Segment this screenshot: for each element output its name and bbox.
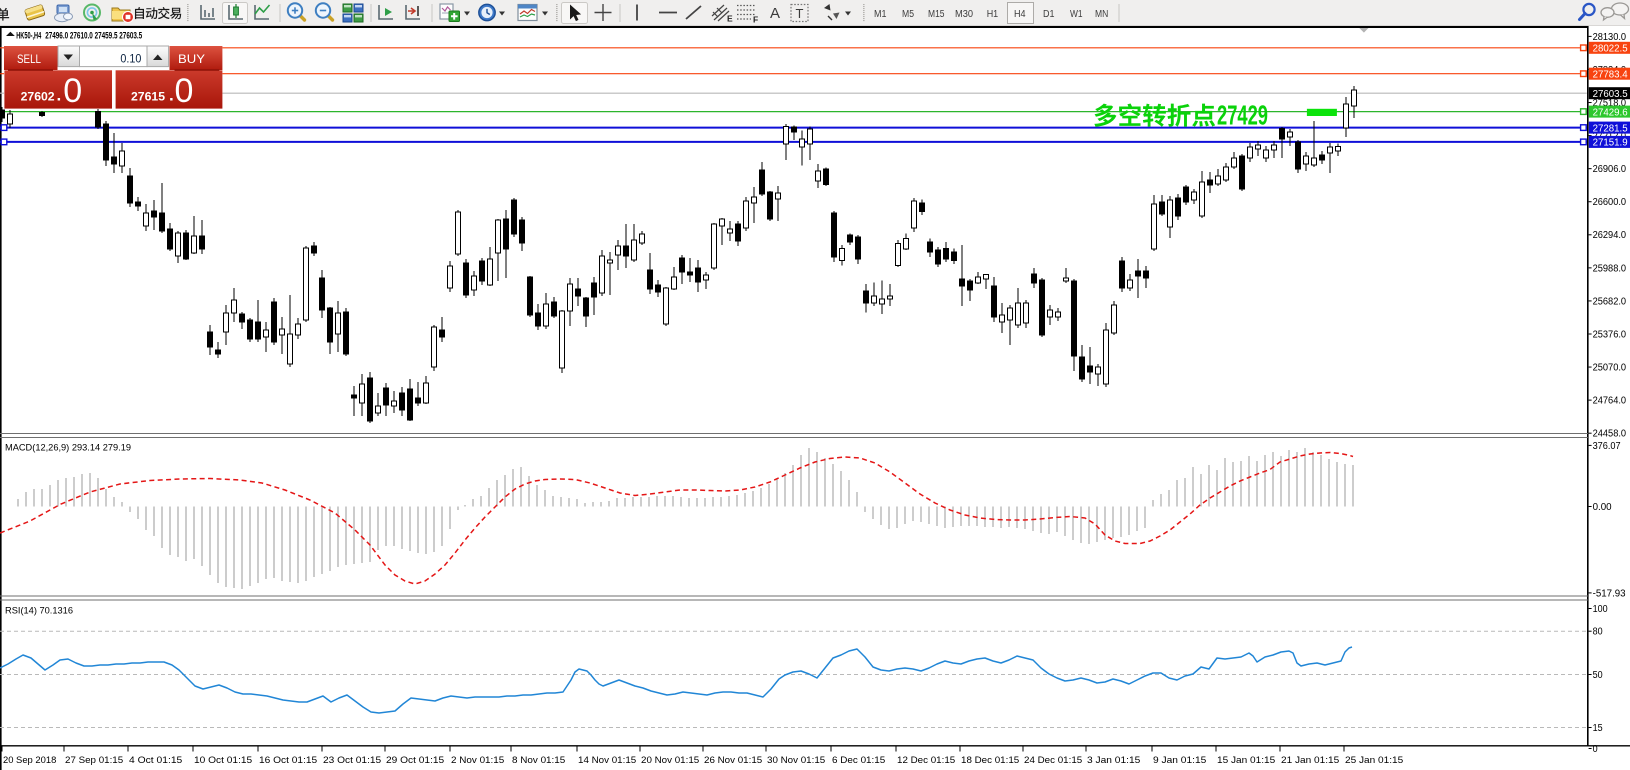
svg-text:25 Jan 01:15: 25 Jan 01:15 [1345, 755, 1403, 766]
svg-text:M15: M15 [928, 9, 945, 20]
svg-text:26600.0: 26600.0 [1593, 197, 1627, 208]
svg-text:26294.0: 26294.0 [1593, 230, 1627, 241]
svg-text:25682.0: 25682.0 [1593, 296, 1627, 307]
svg-text:F: F [753, 15, 758, 25]
svg-text:14 Nov 01:15: 14 Nov 01:15 [578, 755, 636, 766]
svg-text:M1: M1 [874, 9, 887, 20]
svg-text:80: 80 [1593, 627, 1603, 638]
svg-text:H4: H4 [1014, 9, 1026, 20]
svg-text:0: 0 [1593, 744, 1598, 755]
svg-text:30 Nov 01:15: 30 Nov 01:15 [767, 755, 825, 766]
svg-text:20 Sep 2018: 20 Sep 2018 [3, 755, 56, 766]
svg-text:RSI(14) 70.1316: RSI(14) 70.1316 [5, 606, 73, 616]
svg-text:28022.5: 28022.5 [1593, 44, 1628, 55]
svg-text:18 Dec 01:15: 18 Dec 01:15 [961, 755, 1019, 766]
svg-text:16 Oct 01:15: 16 Oct 01:15 [259, 755, 317, 766]
svg-text:376.07: 376.07 [1593, 441, 1621, 452]
svg-text:23 Oct 01:15: 23 Oct 01:15 [323, 755, 381, 766]
svg-text:MACD(12,26,9) 293.14 279.19: MACD(12,26,9) 293.14 279.19 [5, 443, 131, 453]
svg-text:6 Dec 01:15: 6 Dec 01:15 [832, 755, 885, 766]
svg-text:27615: 27615 [131, 90, 165, 104]
svg-text:15 Jan 01:15: 15 Jan 01:15 [1217, 755, 1275, 766]
svg-text:25988.0: 25988.0 [1593, 263, 1627, 274]
svg-text:BUY: BUY [178, 52, 205, 66]
svg-text:9 Jan 01:15: 9 Jan 01:15 [1153, 755, 1206, 766]
svg-text:27603.5: 27603.5 [1593, 89, 1628, 100]
svg-text:W1: W1 [1070, 9, 1083, 20]
svg-text:21 Jan 01:15: 21 Jan 01:15 [1281, 755, 1339, 766]
svg-text:HK50-,H4: HK50-,H4 [16, 30, 41, 40]
svg-text:A: A [770, 5, 780, 22]
svg-text:27518.0: 27518.0 [1593, 98, 1627, 109]
svg-text:27429: 27429 [1217, 100, 1268, 131]
svg-text:4 Oct 01:15: 4 Oct 01:15 [129, 755, 182, 766]
svg-text:15: 15 [1593, 723, 1603, 734]
svg-text:0.10: 0.10 [120, 52, 141, 66]
svg-text:27 Sep 01:15: 27 Sep 01:15 [65, 755, 123, 766]
svg-text:.: . [57, 86, 62, 105]
svg-text:24 Dec 01:15: 24 Dec 01:15 [1024, 755, 1082, 766]
svg-text:M30: M30 [955, 9, 973, 20]
svg-text:.: . [169, 86, 174, 105]
svg-text:25070.0: 25070.0 [1593, 362, 1627, 373]
svg-text:2 Nov 01:15: 2 Nov 01:15 [451, 755, 504, 766]
svg-text:27151.9: 27151.9 [1593, 138, 1628, 149]
svg-text:29 Oct 01:15: 29 Oct 01:15 [386, 755, 444, 766]
svg-text:100: 100 [1593, 604, 1608, 615]
svg-text:-517.93: -517.93 [1593, 588, 1626, 599]
svg-text:0: 0 [63, 72, 82, 110]
svg-text:10 Oct 01:15: 10 Oct 01:15 [194, 755, 252, 766]
svg-text:28130.0: 28130.0 [1593, 32, 1627, 43]
svg-text:E: E [727, 14, 733, 24]
svg-text:50: 50 [1593, 670, 1603, 681]
svg-text:26906.0: 26906.0 [1593, 164, 1627, 175]
svg-text:27281.5: 27281.5 [1593, 123, 1628, 134]
svg-text:T: T [796, 6, 804, 21]
svg-text:27496.0 27610.0 27459.5 27603.: 27496.0 27610.0 27459.5 27603.5 [45, 30, 142, 40]
svg-text:3 Jan 01:15: 3 Jan 01:15 [1087, 755, 1140, 766]
svg-text:H1: H1 [987, 9, 999, 20]
svg-text:20 Nov 01:15: 20 Nov 01:15 [641, 755, 699, 766]
svg-text:27429.6: 27429.6 [1593, 107, 1628, 118]
svg-text:27783.4: 27783.4 [1593, 69, 1628, 80]
svg-text:27602: 27602 [21, 90, 55, 104]
svg-text:SELL: SELL [17, 52, 41, 66]
svg-text:26 Nov 01:15: 26 Nov 01:15 [704, 755, 762, 766]
svg-text:MN: MN [1095, 9, 1108, 20]
svg-text:12 Dec 01:15: 12 Dec 01:15 [897, 755, 955, 766]
svg-text:25376.0: 25376.0 [1593, 329, 1627, 340]
svg-text:0: 0 [175, 72, 194, 110]
svg-text:8 Nov 01:15: 8 Nov 01:15 [512, 755, 565, 766]
svg-text:24458.0: 24458.0 [1593, 429, 1627, 440]
svg-text:D1: D1 [1043, 9, 1055, 20]
svg-text:0.00: 0.00 [1593, 502, 1612, 513]
svg-text:M5: M5 [902, 9, 914, 20]
svg-text:24764.0: 24764.0 [1593, 396, 1627, 407]
